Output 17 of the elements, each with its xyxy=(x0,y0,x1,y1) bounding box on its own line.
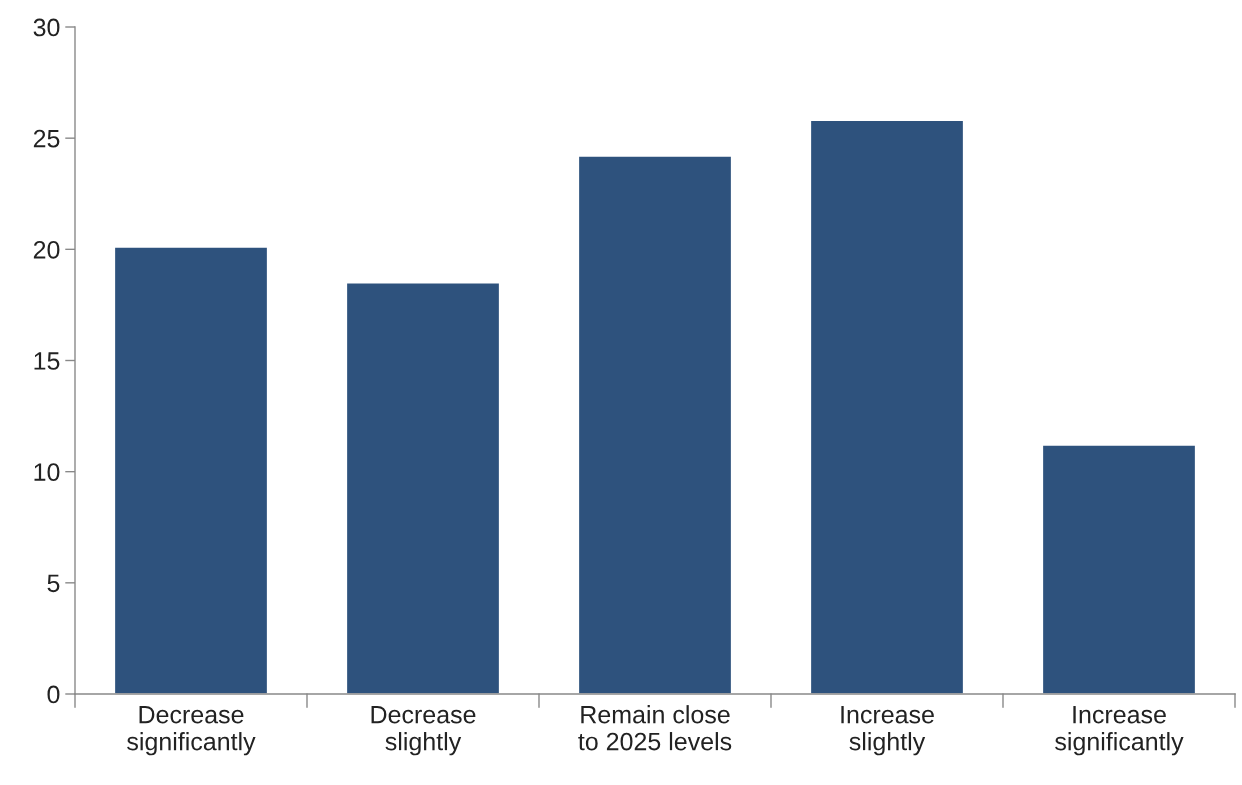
bar xyxy=(809,119,965,694)
y-tick-label: 0 xyxy=(47,685,60,704)
y-tick-label: 5 xyxy=(47,574,60,593)
bar xyxy=(345,281,501,694)
y-tick-label: 25 xyxy=(33,129,60,148)
y-tick-label: 30 xyxy=(33,18,60,37)
y-tick-label: 10 xyxy=(34,463,60,481)
bar xyxy=(577,155,733,694)
x-tick-label: Decrease slightly xyxy=(371,706,476,756)
y-tick-label: 20 xyxy=(33,240,60,259)
x-tick-label: Decrease significantly xyxy=(127,706,256,756)
x-tick-label: Increase slightly xyxy=(841,706,934,756)
bar xyxy=(113,246,269,694)
y-tick-label: 15 xyxy=(34,352,60,370)
x-tick-label: Remain close to 2025 levels xyxy=(578,705,732,751)
bar xyxy=(1041,444,1197,694)
x-tick-label: Increase significantly xyxy=(1055,706,1184,756)
